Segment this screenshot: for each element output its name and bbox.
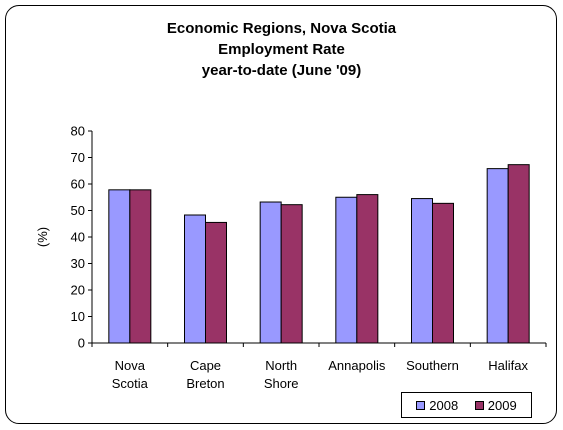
y-axis-label: (%) [35,227,50,247]
chart-title: Economic Regions, Nova Scotia Employment… [0,18,563,81]
bar-2008-2 [184,214,206,344]
bar-2009-6 [507,164,530,344]
x-tick-label: Nova [115,358,146,373]
x-tick-label: Cape [190,358,221,373]
y-tick-label: 70 [71,150,85,165]
legend-swatch-2009 [474,400,484,410]
bar-2009-3 [280,204,303,344]
legend-item-2008: 2008 [416,398,458,413]
x-tick-label: Scotia [112,376,149,391]
bar-2009-1 [129,189,152,344]
legend-item-2009: 2009 [474,397,517,413]
bar-2008-4 [335,196,358,344]
y-tick-label: 80 [71,124,85,139]
y-tick-label: 40 [71,230,85,245]
x-tick-label: Breton [186,376,224,391]
bar-2009-2 [205,221,227,344]
y-tick-label: 60 [71,177,85,192]
legend-label-2009: 2009 [487,397,517,413]
y-tick-label: 0 [78,336,85,351]
chart-legend: 2008 2009 [401,392,532,418]
x-tick-label: Halifax [488,358,528,373]
x-tick-label: North [265,358,297,373]
x-tick-label: Southern [406,358,459,373]
chart-title-line-2: Employment Rate [218,41,345,58]
bar-2008-1 [108,189,131,344]
bar-2008-5 [411,198,433,344]
chart-title-line-1: Economic Regions, Nova Scotia [166,20,397,37]
legend-label-2008: 2008 [429,397,459,413]
legend-swatch-2008 [416,400,426,410]
y-tick-label: 10 [71,309,85,324]
bar-2008-6 [486,168,509,344]
bar-2008-3 [259,201,282,344]
bar-2009-5 [432,202,454,344]
chart-title-line-3: year-to-date (June '09) [201,62,362,79]
bar-2009-4 [356,194,379,344]
x-tick-label: Shore [264,376,299,391]
y-tick-label: 50 [71,203,85,218]
y-tick-label: 30 [71,256,85,271]
y-tick-label: 20 [71,283,85,298]
x-tick-label: Annapolis [328,358,386,373]
